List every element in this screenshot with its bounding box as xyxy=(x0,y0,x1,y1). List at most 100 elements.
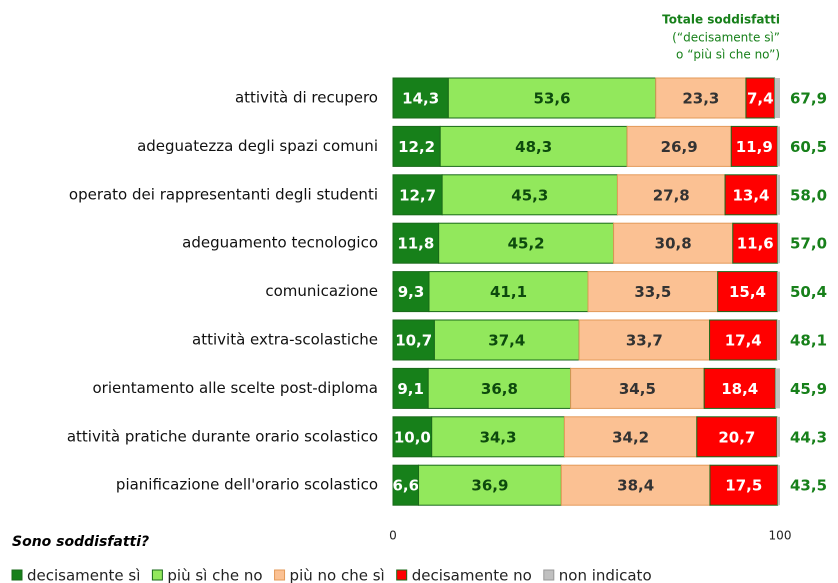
data-label: 17,4 xyxy=(725,332,762,350)
data-label: 7,4 xyxy=(747,90,774,108)
data-label: 45,2 xyxy=(508,235,545,253)
legend-label: più sì che no xyxy=(167,567,262,583)
bar-segment xyxy=(777,126,780,167)
data-label: 23,3 xyxy=(682,90,719,108)
data-label: 36,8 xyxy=(481,380,518,398)
totals-header: o “più sì che no”) xyxy=(676,48,780,62)
category-label: orientamento alle scelte post-diploma xyxy=(92,379,378,397)
data-label: 15,4 xyxy=(729,283,766,301)
bar-segment xyxy=(392,125,441,167)
bar-segment xyxy=(774,78,780,118)
bar-segment xyxy=(392,367,429,409)
bar-segment xyxy=(776,320,780,360)
data-label: 14,3 xyxy=(402,90,439,108)
total-label: 45,9 xyxy=(790,380,827,398)
bar-segment xyxy=(441,174,618,216)
category-label: attività extra-scolastiche xyxy=(192,331,378,349)
data-label: 11,9 xyxy=(736,138,773,156)
data-label: 18,4 xyxy=(721,380,758,398)
legend-swatch xyxy=(274,569,286,581)
data-label: 48,3 xyxy=(515,138,552,156)
bar-segment xyxy=(724,174,778,216)
data-label: 38,4 xyxy=(617,477,654,495)
legend-swatch xyxy=(396,569,408,581)
bar-segment xyxy=(418,464,562,506)
bar-segment xyxy=(428,271,589,313)
bar-segment xyxy=(587,271,719,313)
category-label: pianificazione dell'orario scolastico xyxy=(116,476,378,494)
total-label: 44,3 xyxy=(790,428,827,446)
data-label: 27,8 xyxy=(653,186,690,204)
data-label: 20,7 xyxy=(718,428,755,446)
data-label: 33,5 xyxy=(634,283,671,301)
x-tick-label: 0 xyxy=(389,529,397,543)
annotation: Sono soddisfatti? xyxy=(12,534,149,550)
bar-segment xyxy=(392,222,440,264)
category-label: attività pratiche durante orario scolast… xyxy=(67,427,378,445)
data-label: 36,9 xyxy=(471,477,508,495)
data-label: 10,7 xyxy=(395,332,432,350)
bar-segment xyxy=(709,464,779,506)
legend-label: non indicato xyxy=(559,567,652,583)
data-label: 13,4 xyxy=(732,186,769,204)
bar-segment xyxy=(730,125,778,167)
data-label: 37,4 xyxy=(488,332,525,350)
legend-swatch xyxy=(543,569,555,581)
bar-segment xyxy=(776,416,780,457)
data-label: 17,5 xyxy=(725,477,762,495)
bar-segment xyxy=(655,77,747,119)
total-label: 57,0 xyxy=(790,235,827,253)
data-label: 10,0 xyxy=(394,428,431,446)
x-tick-label: 100 xyxy=(769,529,792,543)
legend-swatch xyxy=(11,569,23,581)
bar-segment xyxy=(732,222,779,264)
bar-segment xyxy=(433,319,580,361)
bar-segment xyxy=(392,416,433,458)
bar-segment xyxy=(776,174,780,215)
data-label: 9,3 xyxy=(398,283,425,301)
category-label: operato dei rappresentanti degli student… xyxy=(69,185,378,203)
data-label: 53,6 xyxy=(534,90,571,108)
data-label: 12,2 xyxy=(398,138,435,156)
legend-swatch xyxy=(151,569,163,581)
bar-segment xyxy=(438,222,615,264)
total-label: 43,5 xyxy=(790,477,827,495)
bar-segment xyxy=(447,77,657,119)
category-label: adeguamento tecnologico xyxy=(182,234,378,252)
bar-segment xyxy=(578,319,711,361)
total-label: 60,5 xyxy=(790,138,827,156)
bar-segment xyxy=(777,271,780,312)
category-label: comunicazione xyxy=(265,282,378,300)
data-label: 26,9 xyxy=(661,138,698,156)
bar-segment xyxy=(626,125,732,167)
total-label: 67,9 xyxy=(790,90,827,108)
category-label: adeguatezza degli spazi comuni xyxy=(137,137,378,155)
totals-header: (“decisamente sì” xyxy=(672,31,780,45)
bar-segment xyxy=(560,464,711,506)
total-label: 48,1 xyxy=(790,332,827,350)
bar-segment xyxy=(392,174,443,216)
legend-label: decisamente no xyxy=(412,567,532,583)
data-label: 41,1 xyxy=(490,283,527,301)
data-label: 12,7 xyxy=(399,186,436,204)
legend-label: decisamente sì xyxy=(27,567,140,583)
data-label: 11,6 xyxy=(737,235,774,253)
data-label: 45,3 xyxy=(511,186,548,204)
bar-segment xyxy=(570,367,705,409)
bar-segment xyxy=(392,77,449,119)
legend-label: più no che sì xyxy=(290,567,385,583)
totals-header: Totale soddisfatti xyxy=(662,13,780,27)
bar-segment xyxy=(775,368,780,409)
bar-segment xyxy=(777,223,780,264)
total-label: 58,0 xyxy=(790,186,827,204)
data-label: 11,8 xyxy=(397,235,434,253)
total-label: 50,4 xyxy=(790,283,827,301)
data-label: 6,6 xyxy=(392,477,419,495)
bar-segment xyxy=(703,367,776,409)
bar-segment xyxy=(717,271,778,313)
data-label: 34,3 xyxy=(480,428,517,446)
bar-segment xyxy=(777,465,780,506)
data-label: 30,8 xyxy=(655,235,692,253)
data-label: 9,1 xyxy=(397,380,424,398)
